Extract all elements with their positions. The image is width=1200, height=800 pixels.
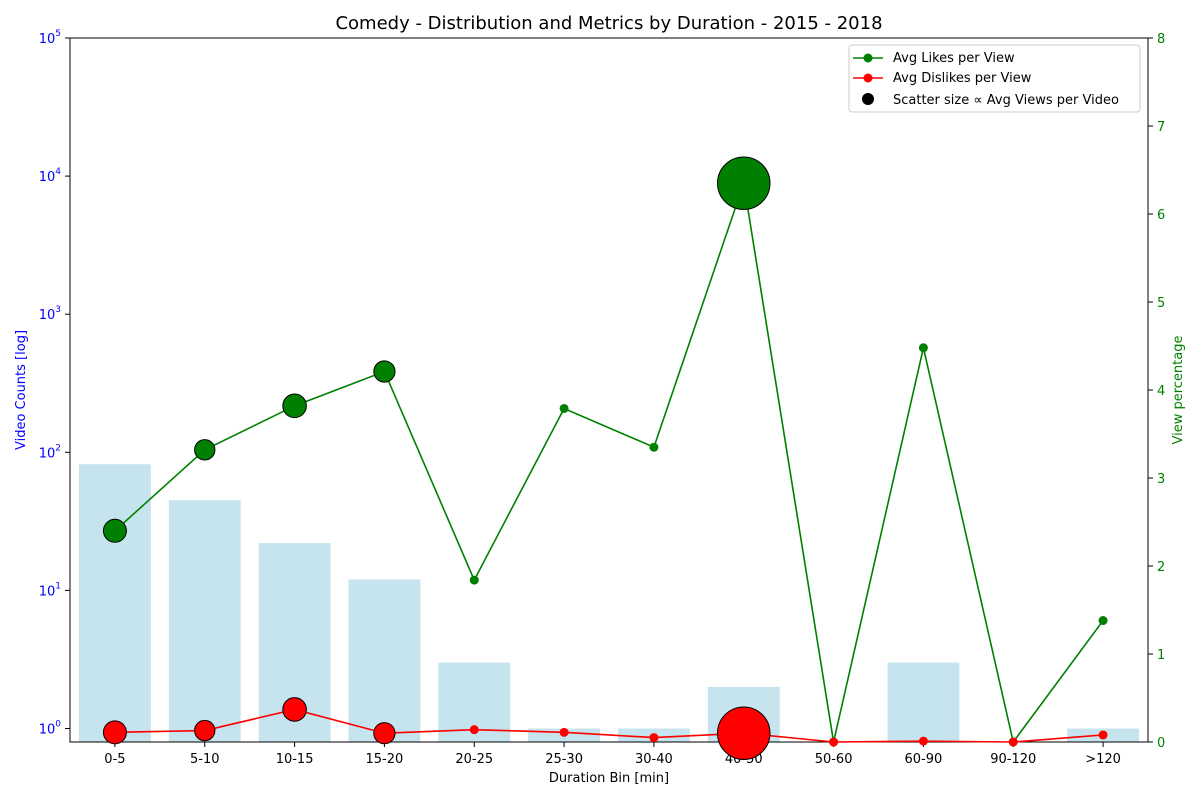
y-left-tick-label-2: 102 xyxy=(39,443,61,461)
bar-0 xyxy=(78,464,151,742)
series-1-point-9 xyxy=(918,736,928,746)
series-0-bubble-3 xyxy=(373,360,396,383)
y-right-tick-label-3: 3 xyxy=(1157,472,1165,487)
bar-9 xyxy=(887,662,960,742)
x-tick-label-9: 60-90 xyxy=(905,752,943,767)
y-right-tick-label-8: 8 xyxy=(1157,32,1165,47)
x-tick-label-2: 10-15 xyxy=(276,752,314,767)
series-0-point-4 xyxy=(469,575,479,585)
y-left-tick-label-1: 101 xyxy=(39,581,61,599)
series-line-0 xyxy=(114,182,1104,744)
series-1-point-4 xyxy=(469,725,479,735)
x-tick-label-3: 15-20 xyxy=(366,752,404,767)
y-right-tick-label-0: 0 xyxy=(1157,736,1165,751)
legend-likes-marker xyxy=(863,53,873,63)
series-1-point-10 xyxy=(1008,737,1018,747)
y-right-tick-label-2: 2 xyxy=(1157,560,1165,575)
series-1-point-5 xyxy=(559,727,569,737)
legend-size-label: Scatter size ∝ Avg Views per Video xyxy=(893,93,1119,108)
legend-frame xyxy=(848,44,1141,113)
series-1-bubble-2 xyxy=(282,697,307,722)
series-0-bubble-0 xyxy=(102,518,127,543)
y-left-axis-label: Video Counts [log] xyxy=(14,330,29,450)
x-tick-label-11: >120 xyxy=(1085,752,1121,767)
legend-size-marker xyxy=(862,93,874,105)
series-0-point-11 xyxy=(1098,616,1108,626)
series-0-bubble-2 xyxy=(282,393,307,419)
y-left-tick-label-4: 104 xyxy=(39,167,62,185)
series-0-point-5 xyxy=(559,403,569,413)
y-left-tick-label-0: 100 xyxy=(39,720,62,738)
series-1-bubble-7 xyxy=(717,706,771,760)
y-right-tick-label-1: 1 xyxy=(1157,648,1165,663)
x-tick-label-6: 30-40 xyxy=(635,752,673,767)
series-0-bubble-7 xyxy=(717,156,771,210)
bar-1 xyxy=(168,500,241,742)
x-tick-label-8: 50-60 xyxy=(815,752,853,767)
series-0-point-6 xyxy=(649,442,659,452)
series-1-point-6 xyxy=(649,733,659,743)
series-1-bubble-0 xyxy=(102,720,127,745)
legend: Avg Likes per View Avg Dislikes per View… xyxy=(848,44,1141,113)
y-right-axis-label: View percentage xyxy=(1171,336,1186,445)
chart-title: Comedy - Distribution and Metrics by Dur… xyxy=(335,13,882,34)
y-right-tick-label-4: 4 xyxy=(1157,384,1165,399)
series-0-point-9 xyxy=(918,343,928,353)
y-right-tick-label-6: 6 xyxy=(1157,208,1165,223)
series-1-bubble-3 xyxy=(373,722,396,745)
x-tick-label-5: 25-30 xyxy=(545,752,583,767)
x-tick-label-0: 0-5 xyxy=(104,752,125,767)
legend-likes-label: Avg Likes per View xyxy=(893,51,1015,66)
x-tick-label-10: 90-120 xyxy=(990,752,1036,767)
y-left-tick-label-5: 105 xyxy=(39,29,61,47)
series-1-bubble-1 xyxy=(194,719,216,742)
y-right-tick-label-7: 7 xyxy=(1157,120,1165,135)
bars-layer xyxy=(78,464,1140,742)
series-1-point-11 xyxy=(1098,730,1108,740)
series-line-1 xyxy=(114,708,1104,743)
series-0-bubble-1 xyxy=(194,439,216,461)
y-right-tick-label-5: 5 xyxy=(1157,296,1165,311)
x-tick-label-1: 5-10 xyxy=(190,752,220,767)
series-1-point-8 xyxy=(829,737,839,747)
x-axis-label: Duration Bin [min] xyxy=(549,771,669,786)
bar-3 xyxy=(348,579,421,742)
ticks-layer: 100 101 102 103 104 105 0 1 2 3 4 5 6 7 8 0-5 5-10 10-15 1… xyxy=(39,29,1166,767)
y-left-tick-label-3: 103 xyxy=(39,305,61,323)
legend-dislikes-label: Avg Dislikes per View xyxy=(893,71,1032,86)
legend-dislikes-marker xyxy=(863,73,873,83)
scatter-layer xyxy=(102,156,771,760)
x-tick-label-4: 20-25 xyxy=(455,752,493,767)
